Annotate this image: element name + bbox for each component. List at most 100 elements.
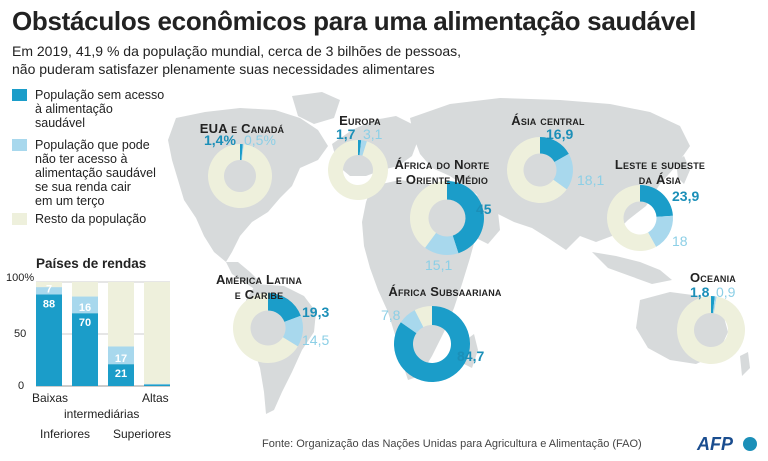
value-no-access-east-asia: 23,9 bbox=[672, 188, 700, 204]
donut-slice-at-risk-oceania bbox=[712, 296, 717, 314]
value-at-risk-north-africa: 15,1 bbox=[425, 257, 453, 273]
legend-no-access-line-1: População sem acesso bbox=[35, 88, 165, 102]
value-at-risk-east-asia: 18 bbox=[672, 233, 688, 249]
value-no-access-latin-america: 19,3 bbox=[302, 304, 330, 320]
region-label-latin-america: América Latina e Caribe bbox=[216, 272, 302, 302]
region-name-latin-america-1: América Latina bbox=[215, 272, 303, 287]
legend-no-access-line-3: saudável bbox=[35, 116, 86, 130]
region-name-north-africa-1: África do Norte bbox=[394, 157, 490, 172]
donut-slice-no-access-central-asia bbox=[540, 137, 569, 162]
legend-swatch-at-risk bbox=[12, 139, 27, 151]
donut-slice-rest-east-asia bbox=[607, 185, 657, 251]
value-at-risk-north-america: 0,5% bbox=[244, 132, 276, 148]
y-tick-100: 100% bbox=[6, 272, 35, 284]
donut-slice-at-risk-sub-saharan-africa bbox=[400, 310, 424, 334]
category-label-baixas: Baixas bbox=[32, 391, 69, 405]
donut-slice-no-access-europe bbox=[358, 140, 362, 156]
region-label-oceania: Oceania bbox=[690, 270, 736, 285]
afp-logo: AFP bbox=[697, 434, 733, 454]
income-chart-title: Países de rendas bbox=[36, 256, 147, 271]
subtitle: Em 2019, 41,9 % da população mundial, ce… bbox=[12, 42, 461, 78]
donut-slice-at-risk-central-asia bbox=[553, 153, 573, 190]
region-name-oceania: Oceania bbox=[689, 270, 737, 285]
category-label-altas: Altas bbox=[142, 391, 169, 405]
donut-slice-at-risk-east-asia bbox=[648, 215, 673, 247]
region-name-east-asia-1: Leste e sudeste bbox=[614, 157, 706, 172]
bar-at-risk-1 bbox=[72, 296, 98, 314]
donut-slice-no-access-north-africa bbox=[447, 181, 484, 254]
subtitle-line-1: Em 2019, 41,9 % da população mundial, ce… bbox=[12, 43, 462, 59]
donut-slice-no-access-oceania bbox=[711, 296, 715, 314]
value-at-risk-central-asia: 18,1 bbox=[577, 172, 605, 188]
greenland-shape bbox=[292, 92, 340, 124]
region-label-europe: Europa bbox=[339, 113, 381, 128]
bar-label-no-access-0: 88 bbox=[43, 298, 55, 310]
value-no-access-oceania: 1,8 bbox=[690, 284, 710, 300]
north-america-shape bbox=[168, 108, 328, 262]
value-no-access-central-asia: 16,9 bbox=[546, 126, 574, 142]
y-tick-50: 50 bbox=[14, 328, 27, 340]
afp-logo-dot-icon bbox=[743, 437, 757, 451]
legend-at-risk-line-2: não ter acesso à bbox=[35, 152, 128, 166]
region-label-central-asia: Ásia central bbox=[511, 113, 584, 128]
donut-slice-rest-oceania bbox=[676, 296, 745, 364]
legend-rest-line-1: Resto da população bbox=[35, 212, 147, 226]
value-no-access-sub-saharan-africa: 84,7 bbox=[457, 348, 485, 364]
category-label-intermediarias: intermediárias bbox=[64, 407, 140, 421]
donut-slice-no-access-latin-america bbox=[268, 293, 301, 322]
category-label-inferiores: Inferiores bbox=[40, 427, 91, 441]
category-label-superiores: Superiores bbox=[113, 427, 172, 441]
bar-label-no-access-2: 21 bbox=[115, 368, 127, 380]
region-name-central-asia: Ásia central bbox=[511, 113, 585, 128]
legend-swatch-rest bbox=[12, 213, 27, 225]
region-name-east-asia-2: da Ásia bbox=[638, 172, 682, 187]
central-america-shape bbox=[226, 262, 260, 290]
region-label-east-asia: Leste e sudeste da Ásia bbox=[615, 157, 705, 187]
donut-slice-at-risk-latin-america bbox=[282, 315, 303, 347]
value-no-access-north-africa: 45 bbox=[476, 201, 492, 217]
page-title: Obstáculos econômicos para uma alimentaç… bbox=[12, 6, 697, 36]
region-name-europe: Europa bbox=[339, 113, 381, 128]
value-at-risk-latin-america: 14,5 bbox=[302, 332, 330, 348]
value-no-access-north-america: 1,4% bbox=[204, 132, 236, 148]
donut-slice-no-access-sub-saharan-africa bbox=[394, 306, 470, 382]
bar-label-at-risk-2: 17 bbox=[115, 353, 127, 365]
donut-slice-rest-north-america bbox=[208, 144, 273, 208]
legend-at-risk-line-1: População que pode bbox=[35, 138, 150, 152]
donut-slice-rest-latin-america bbox=[232, 293, 298, 364]
legend-at-risk-line-3: alimentação saudável bbox=[35, 166, 156, 180]
donut-slice-rest-north-africa bbox=[410, 181, 447, 248]
bar-rest-3 bbox=[144, 282, 170, 386]
legend-swatch-no-access bbox=[12, 89, 27, 101]
bar-at-risk-2 bbox=[108, 346, 134, 365]
subtitle-line-2: não puderam satisfazer plenamente suas n… bbox=[12, 61, 435, 77]
bar-no-access-0 bbox=[36, 294, 62, 386]
source-note: Fonte: Organização das Nações Unidas par… bbox=[262, 438, 642, 450]
value-at-risk-oceania: 0,9 bbox=[716, 284, 736, 300]
donut-slice-no-access-east-asia bbox=[640, 185, 673, 217]
value-at-risk-sub-saharan-africa: 7,8 bbox=[381, 307, 401, 323]
region-name-north-africa-2: e Oriente Médio bbox=[395, 172, 489, 187]
region-label-sub-saharan-africa: África Subsaariana bbox=[388, 284, 501, 299]
bar-no-access-3 bbox=[144, 384, 170, 386]
bar-label-at-risk-0: 7 bbox=[46, 283, 52, 295]
y-tick-0: 0 bbox=[18, 380, 25, 392]
donut-slice-no-access-north-america bbox=[240, 144, 243, 161]
legend-at-risk-line-5: em um terço bbox=[35, 194, 105, 208]
africa-shape bbox=[362, 180, 476, 380]
region-label-north-america: EUA e Canadá bbox=[200, 121, 284, 136]
region-name-latin-america-2: e Caribe bbox=[234, 287, 284, 302]
bar-label-at-risk-1: 16 bbox=[79, 302, 91, 314]
donut-slice-at-risk-north-africa bbox=[425, 232, 459, 255]
bar-label-no-access-1: 70 bbox=[79, 317, 91, 329]
donut-slice-rest-europe bbox=[328, 140, 389, 200]
bar-at-risk-3 bbox=[144, 383, 170, 385]
donut-slice-at-risk-north-america bbox=[241, 144, 244, 161]
region-name-north-america: EUA e Canadá bbox=[199, 121, 285, 136]
southeast-asia-shape bbox=[592, 252, 672, 284]
bar-at-risk-0 bbox=[36, 287, 62, 295]
donut-slice-rest-central-asia bbox=[507, 137, 567, 203]
value-no-access-europe: 1,7 bbox=[336, 126, 356, 142]
